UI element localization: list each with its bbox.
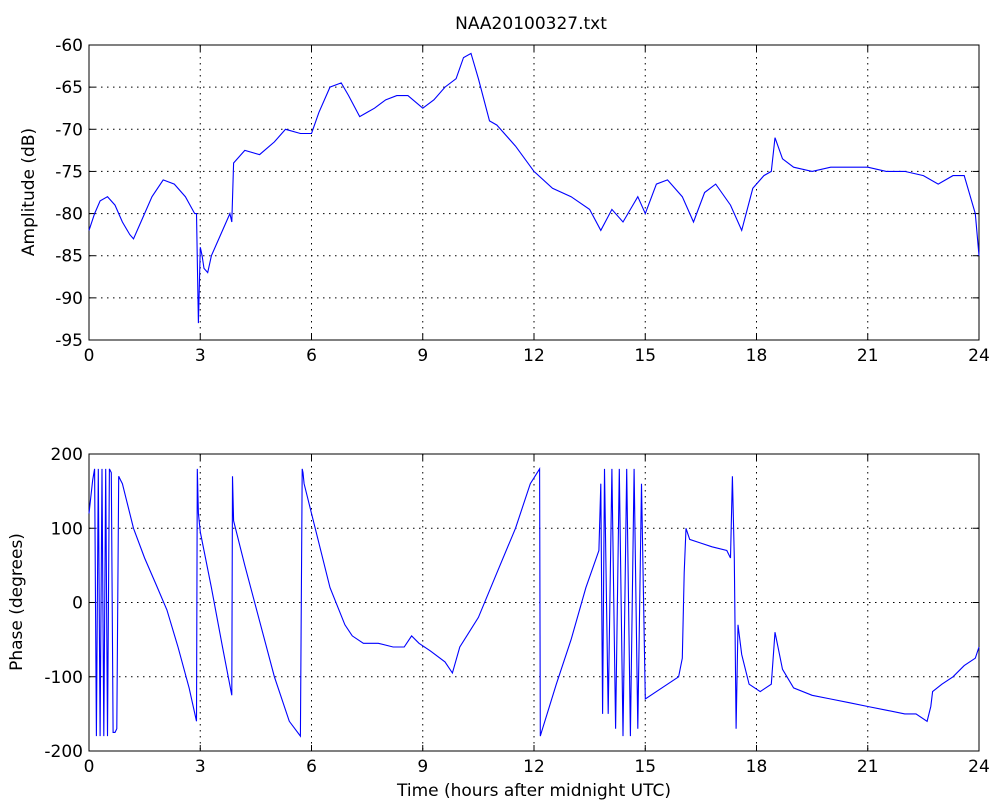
x-tick-label: 9 <box>417 757 428 777</box>
y-tick-label: -65 <box>55 78 83 98</box>
y-tick-label: 200 <box>51 445 83 465</box>
amplitude-grid <box>89 45 979 340</box>
x-tick-label: 18 <box>746 346 768 366</box>
x-tick-label: 0 <box>84 346 95 366</box>
x-tick-label: 21 <box>857 757 879 777</box>
y-tick-label: -70 <box>55 120 83 140</box>
y-tick-label: -80 <box>55 205 83 225</box>
amplitude-panel: 0 3 6 9 12 15 18 21 24 -95 -90 -85 -80 -75 -70 -65 -60 A… <box>19 36 990 366</box>
y-tick-label: -200 <box>44 742 83 762</box>
y-tick-label: -95 <box>55 331 83 351</box>
y-tick-label: -60 <box>55 36 83 56</box>
x-tick-label: 3 <box>195 346 206 366</box>
phase-panel: 0 3 6 9 12 15 18 21 24 -200 -100 0 100 200 Phase (deg… <box>7 445 990 801</box>
x-tick-label: 24 <box>968 757 990 777</box>
x-tick-label: 6 <box>306 757 317 777</box>
phase-series-line <box>88 466 980 738</box>
y-tick-label: -75 <box>55 162 83 182</box>
x-tick-label: 15 <box>634 757 656 777</box>
phase-ticks: 0 3 6 9 12 15 18 21 24 -200 -100 0 100 200 <box>44 445 989 777</box>
amplitude-axes-box <box>88 44 980 341</box>
y-tick-label: -85 <box>55 247 83 267</box>
x-tick-label: 15 <box>634 346 656 366</box>
amplitude-series-line <box>88 52 980 324</box>
x-tick-label: 18 <box>746 757 768 777</box>
x-tick-label: 9 <box>417 346 428 366</box>
phase-grid <box>89 454 979 751</box>
x-tick-label: 24 <box>968 346 990 366</box>
x-tick-label: 21 <box>857 346 879 366</box>
amplitude-ticks: 0 3 6 9 12 15 18 21 24 -95 -90 -85 -80 -75 -70 -65 -60 <box>55 36 990 366</box>
x-tick-label: 0 <box>84 757 95 777</box>
amplitude-y-axis-label: Amplitude (dB) <box>19 128 39 256</box>
x-tick-label: 3 <box>195 757 206 777</box>
y-tick-label: 100 <box>51 519 83 539</box>
phase-x-axis-label: Time (hours after midnight UTC) <box>396 781 671 801</box>
y-tick-label: -90 <box>55 289 83 309</box>
chart-title: NAA20100327.txt <box>455 14 607 34</box>
x-tick-label: 6 <box>306 346 317 366</box>
y-tick-label: 0 <box>72 594 83 614</box>
x-tick-label: 12 <box>523 346 545 366</box>
y-tick-label: -100 <box>44 668 83 688</box>
x-tick-label: 12 <box>523 757 545 777</box>
phase-y-axis-label: Phase (degrees) <box>7 533 27 671</box>
